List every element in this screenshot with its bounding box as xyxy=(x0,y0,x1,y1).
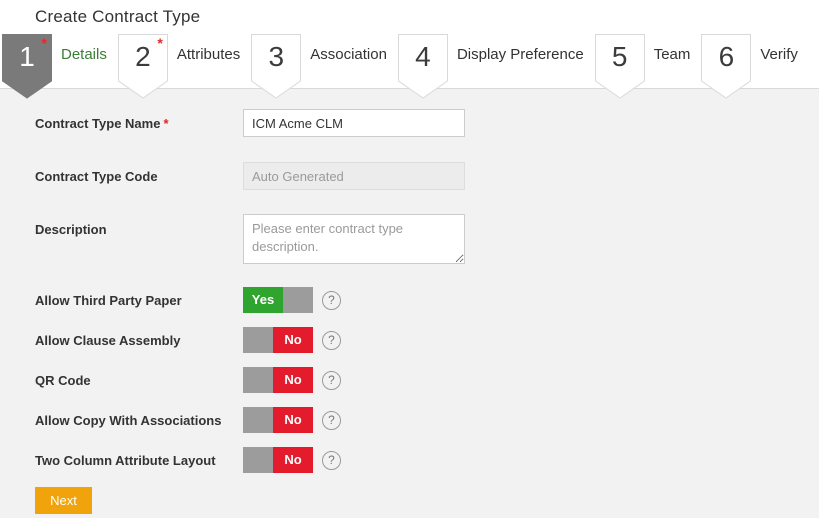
wizard-step-details[interactable]: 1 * Details xyxy=(2,34,118,99)
description-textarea[interactable] xyxy=(243,214,465,264)
step-label: Details xyxy=(61,46,107,63)
wizard-step-verify[interactable]: 6 Verify xyxy=(701,34,809,99)
step-label: Attributes xyxy=(176,46,241,63)
step-marker-1: 1 * xyxy=(2,34,52,99)
qr-code-label: QR Code xyxy=(35,372,91,388)
allow-copy-with-associations-label: Allow Copy With Associations xyxy=(35,412,222,428)
toggle-handle xyxy=(243,407,273,433)
toggle-handle xyxy=(243,447,273,473)
step-number: 4 xyxy=(415,41,431,72)
required-asterisk-icon: * xyxy=(157,35,163,51)
allow-third-party-paper-label: Allow Third Party Paper xyxy=(35,292,182,308)
wizard-step-display-preference[interactable]: 4 Display Preference xyxy=(397,34,595,99)
toggle-value: No xyxy=(273,447,313,473)
allow-clause-assembly-label: Allow Clause Assembly xyxy=(35,332,181,348)
contract-type-code-row: Contract Type Code xyxy=(35,162,819,190)
field-label-text: Contract Type Name xyxy=(35,115,161,131)
wizard-step-association[interactable]: 3 Association xyxy=(251,34,398,99)
toggle-allow-clause-assembly[interactable]: No xyxy=(243,327,313,353)
toggle-two-column-attribute-layout[interactable]: No xyxy=(243,447,313,473)
allow-clause-assembly-row: Allow Clause Assembly No ? xyxy=(35,327,819,353)
contract-type-name-label: Contract Type Name * xyxy=(35,116,243,131)
step-number: 6 xyxy=(718,41,735,72)
two-column-attribute-layout-row: Two Column Attribute Layout No ? xyxy=(35,447,819,473)
contract-type-name-row: Contract Type Name * xyxy=(35,109,819,137)
step-marker-5: 5 xyxy=(594,34,645,99)
toggle-qr-code[interactable]: No xyxy=(243,367,313,393)
step-number: 1 xyxy=(19,41,35,72)
toggle-value: No xyxy=(273,407,313,433)
step-number: 3 xyxy=(268,41,285,72)
step-label: Verify xyxy=(760,46,798,63)
help-icon[interactable]: ? xyxy=(322,450,341,470)
step-pentagon-icon xyxy=(2,34,52,99)
step-pentagon-icon xyxy=(251,34,302,99)
page-title: Create Contract Type xyxy=(35,7,201,26)
required-asterisk-icon: * xyxy=(163,115,169,131)
description-row: Description xyxy=(35,214,819,264)
help-icon[interactable]: ? xyxy=(322,410,341,430)
required-asterisk-icon: * xyxy=(41,35,47,51)
step-marker-3: 3 xyxy=(251,34,302,99)
toggle-value: No xyxy=(273,367,313,393)
toggle-allow-copy-with-associations[interactable]: No xyxy=(243,407,313,433)
step-number: 2 xyxy=(135,41,151,72)
step-marker-2: 2 * xyxy=(117,34,168,99)
step-marker-6: 6 xyxy=(701,34,752,99)
contract-type-code-label: Contract Type Code xyxy=(35,168,158,184)
help-icon[interactable]: ? xyxy=(322,290,341,310)
description-label: Description xyxy=(35,222,107,237)
step-label: Display Preference xyxy=(456,46,584,63)
qr-code-row: QR Code No ? xyxy=(35,367,819,393)
two-column-attribute-layout-label: Two Column Attribute Layout xyxy=(35,452,216,468)
toggle-allow-third-party-paper[interactable]: Yes xyxy=(243,287,313,313)
step-label: Association xyxy=(310,46,387,63)
step-label: Team xyxy=(653,46,691,63)
toggle-value: No xyxy=(273,327,313,353)
details-form-panel: Contract Type Name* Contract Type Code D… xyxy=(0,88,819,518)
toggle-handle xyxy=(283,287,313,313)
help-icon[interactable]: ? xyxy=(322,370,341,390)
step-pentagon-icon xyxy=(117,34,168,99)
step-pentagon-icon xyxy=(397,34,448,99)
next-button[interactable]: Next xyxy=(35,487,92,514)
allow-copy-with-associations-row: Allow Copy With Associations No ? xyxy=(35,407,819,433)
contract-type-name-input[interactable] xyxy=(243,109,465,137)
help-icon[interactable]: ? xyxy=(322,330,341,350)
step-number: 5 xyxy=(611,41,628,72)
toggle-handle xyxy=(243,367,273,393)
step-pentagon-icon xyxy=(701,34,752,99)
wizard-step-team[interactable]: 5 Team xyxy=(594,34,702,99)
wizard-steps: 1 * Details 2 * Attributes 3 Association… xyxy=(0,34,819,99)
contract-type-code-input xyxy=(243,162,465,190)
step-marker-4: 4 xyxy=(397,34,448,99)
toggle-value: Yes xyxy=(243,287,283,313)
step-pentagon-icon xyxy=(594,34,645,99)
toggle-handle xyxy=(243,327,273,353)
allow-third-party-paper-row: Allow Third Party Paper Yes ? xyxy=(35,287,819,313)
wizard-step-attributes[interactable]: 2 * Attributes xyxy=(117,34,251,99)
